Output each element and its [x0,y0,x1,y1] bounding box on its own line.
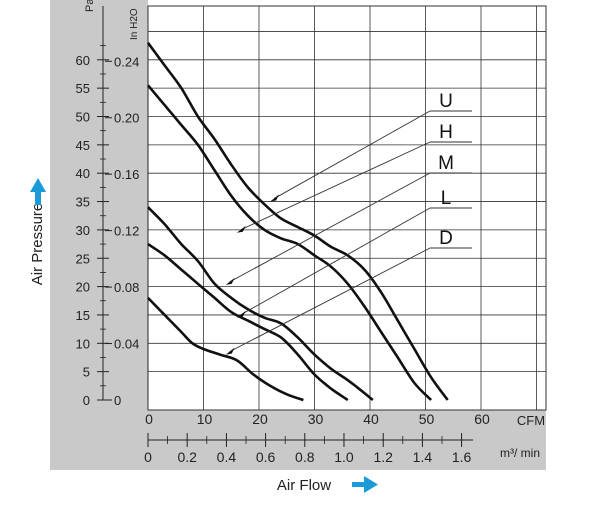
y-tick-label-pa: 40 [76,166,90,181]
leader-arrow-m [225,277,235,285]
legend-label-m: M [438,153,454,174]
y-tick-label-pa: 10 [76,336,90,351]
curve-d [147,297,304,402]
y-unit-pa: Pa [84,0,96,12]
x-unit-cfm: CFM [517,413,545,428]
x-tick-label-cfm: 60 [474,411,490,427]
x-tick-label-m3min: 1.4 [413,449,433,465]
chart-gray-band [50,0,546,470]
legend-label-u: U [439,91,453,112]
y-axis-title: Air Pressure [29,203,46,286]
x-tick-label-cfm: 0 [145,411,153,427]
x-unit-m3min: m³/ min [500,446,540,460]
x-tick-label-m3min: 0.4 [217,449,237,465]
y-tick-label-pa: 25 [76,251,90,266]
x-tick-label-cfm: 10 [197,411,213,427]
leader-line-m [229,172,431,283]
curve-l [147,243,349,402]
y-unit-inh2o: In H2O [129,8,140,40]
curve-u [146,42,449,401]
x-tick-label-m3min: 0.8 [295,449,315,465]
y-tick-label-pa: 45 [76,138,90,153]
legend-label-h: H [439,122,453,143]
legend-label-d: D [439,228,453,249]
x-axis-title: Air Flow [277,477,331,494]
y-tick-label-pa: 5 [83,365,90,380]
x-tick-label-m3min: 0.2 [177,449,197,465]
y-tick-label-pa: 20 [76,280,90,295]
y-tick-label-inh2o: 0 [114,393,121,408]
air-pressure-arrow-icon [30,178,46,205]
x-tick-label-cfm: 40 [363,411,379,427]
curve-m [147,206,374,402]
x-tick-label-cfm: 30 [308,411,324,427]
y-tick-label-pa: 60 [76,53,90,68]
x-tick-label-m3min: 0.6 [256,449,276,465]
y-tick-label-pa: 30 [76,223,90,238]
leader-arrow-h [236,225,246,233]
y-tick-label-inh2o: 0.12 [114,224,139,239]
y-tick-label-pa: 50 [76,110,90,125]
plot-area [148,6,546,410]
y-tick-label-inh2o: 0.08 [114,280,139,295]
leader-line-d [229,247,431,353]
leader-line-h [240,141,431,231]
y-tick-label-inh2o: 0.04 [114,337,139,352]
y-tick-label-pa: 35 [76,195,90,210]
y-tick-label-inh2o: 0.16 [114,167,139,182]
leader-line-u [273,110,431,199]
leader-line-l [240,207,431,316]
x-tick-label-cfm: 50 [419,411,435,427]
y-tick-label-pa: 55 [76,81,90,96]
leader-arrow-u [270,194,280,202]
x-tick-label-m3min: 0 [144,449,152,465]
x-tick-label-cfm: 20 [252,411,268,427]
chart-grid [147,5,547,411]
chart-axes: 0 5 10 15 20 25 30 35 40 45 50 55 60 0 0.04 0.08 0.12 0.1… [76,6,490,465]
leader-arrow-d [225,347,235,355]
x-tick-label-m3min: 1.0 [334,449,354,465]
air-flow-arrow-icon [352,476,378,493]
y-tick-label-inh2o: 0.24 [114,54,139,69]
leader-arrow-l [236,310,246,318]
y-tick-label-inh2o: 0.20 [114,111,139,126]
y-tick-label-pa: 15 [76,308,90,323]
y-tick-label-pa: 0 [83,393,90,408]
x-tick-label-m3min: 1.6 [452,449,472,465]
curve-h [147,84,433,401]
chart-frame [50,0,546,470]
performance-curves [146,42,449,402]
x-tick-label-m3min: 1.2 [373,449,393,465]
legend-label-l: L [441,188,452,209]
